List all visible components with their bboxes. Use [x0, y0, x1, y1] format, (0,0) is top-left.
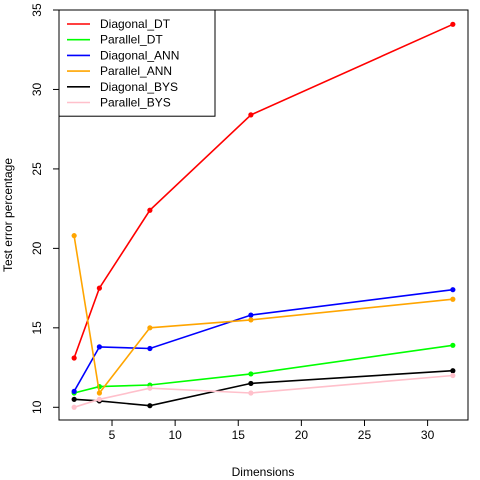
data-point-Diagonal_ANN: [248, 312, 254, 318]
data-point-Parallel_BYS: [71, 404, 77, 410]
data-point-Diagonal_ANN: [71, 388, 77, 394]
x-tick-label: 20: [295, 428, 309, 442]
data-point-Diagonal_BYS: [71, 396, 77, 402]
x-tick-label: 15: [232, 428, 246, 442]
data-point-Diagonal_DT: [147, 207, 153, 213]
data-point-Diagonal_DT: [96, 285, 102, 291]
data-point-Diagonal_DT: [71, 355, 77, 361]
data-point-Diagonal_ANN: [450, 287, 456, 293]
y-tick-label: 30: [30, 82, 44, 96]
y-axis-label: Test error percentage: [1, 158, 15, 272]
legend-label: Parallel_ANN: [100, 64, 172, 78]
data-point-Parallel_ANN: [248, 317, 254, 323]
data-point-Parallel_BYS: [450, 372, 456, 379]
y-tick-label: 20: [30, 241, 44, 255]
x-tick-label: 30: [421, 428, 435, 442]
y-tick-label: 10: [30, 400, 44, 414]
series-line-Parallel_ANN: [73, 235, 453, 395]
series-line-Diagonal_BYS: [74, 369, 453, 407]
data-point-Parallel_DT: [450, 342, 456, 348]
x-tick-label: 25: [358, 428, 372, 442]
y-tick-label: 35: [30, 3, 44, 17]
data-point-Diagonal_DT: [248, 112, 254, 118]
data-point-Parallel_BYS: [96, 396, 102, 402]
data-point-Diagonal_BYS: [147, 403, 153, 409]
legend-label: Diagonal_ANN: [100, 48, 179, 62]
data-point-Diagonal_DT: [450, 21, 456, 27]
plot-frame: [58, 9, 469, 421]
legend-label: Parallel_DT: [100, 33, 163, 47]
data-point-Parallel_BYS: [248, 390, 254, 396]
data-point-Diagonal_ANN: [96, 344, 102, 350]
legend-box: [58, 9, 216, 117]
x-axis: 5 10 15 20 25 30: [109, 420, 435, 442]
x-tick-label: 5: [109, 428, 116, 442]
legend-label: Parallel_BYS: [100, 96, 171, 110]
data-point-Diagonal_BYS: [450, 368, 456, 374]
y-axis: 10 15 20 25 30 35: [30, 3, 59, 414]
series-line-Parallel_BYS: [73, 374, 453, 409]
series-layer: [71, 21, 456, 410]
data-point-Parallel_ANN: [71, 233, 77, 239]
data-point-Parallel_ANN: [450, 296, 456, 302]
data-point-Parallel_DT: [248, 371, 254, 377]
legend-label: Diagonal_BYS: [100, 80, 178, 94]
data-point-Diagonal_ANN: [147, 345, 153, 352]
data-point-Parallel_ANN: [147, 325, 153, 331]
data-point-Parallel_BYS: [147, 385, 153, 391]
data-point-Parallel_ANN: [96, 390, 102, 396]
data-point-Diagonal_BYS: [248, 380, 254, 387]
x-tick-label: 10: [168, 428, 182, 442]
y-tick-label: 25: [30, 162, 44, 176]
legend-label: Diagonal_DT: [100, 17, 171, 31]
x-axis-label: Dimensions: [232, 465, 295, 479]
y-tick-label: 15: [30, 321, 44, 335]
